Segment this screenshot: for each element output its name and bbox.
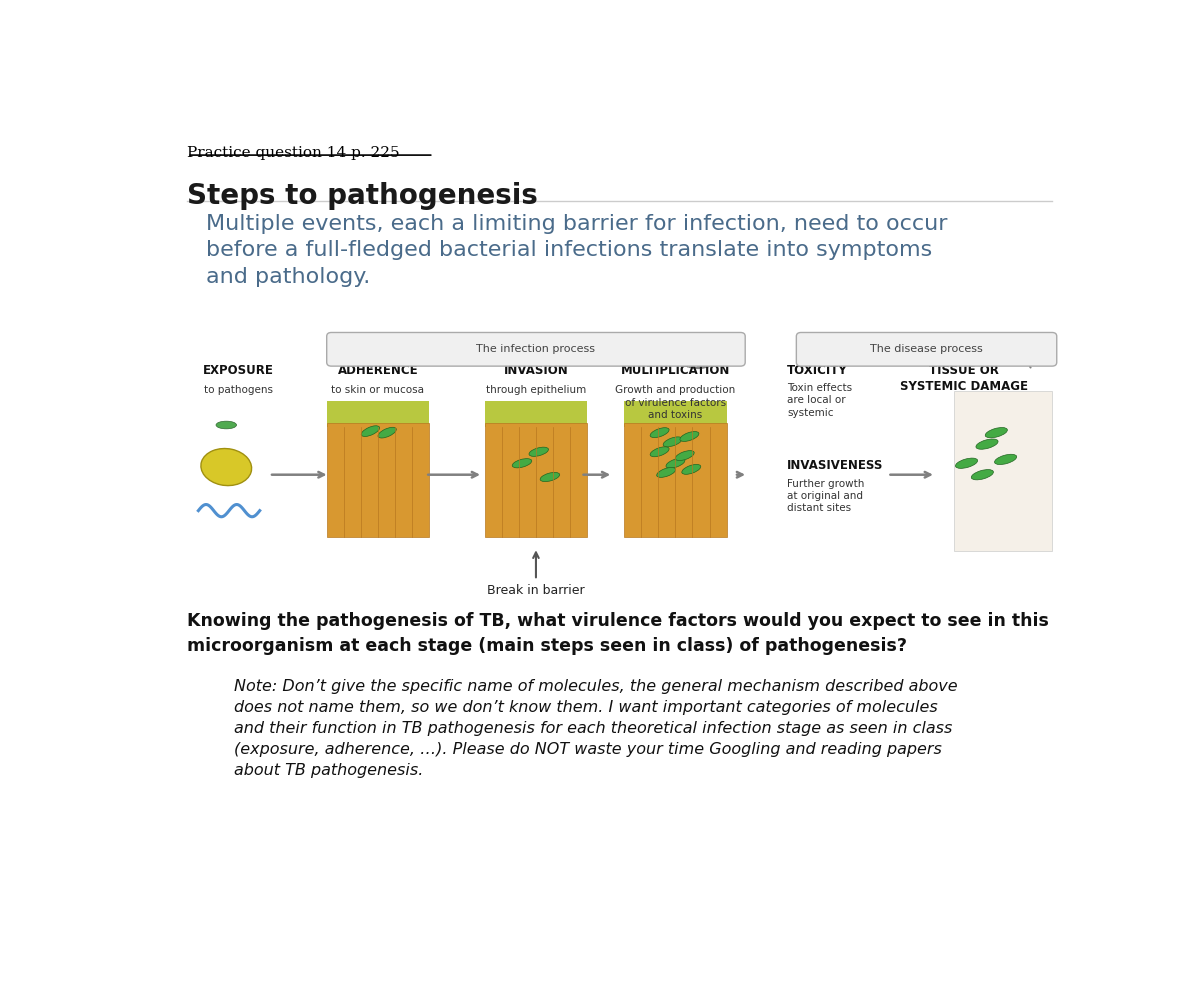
- Bar: [624, 401, 726, 427]
- FancyBboxPatch shape: [797, 333, 1057, 366]
- Text: Further growth
at original and
distant sites: Further growth at original and distant s…: [787, 479, 864, 513]
- Ellipse shape: [666, 459, 685, 468]
- Text: Multiple events, each a limiting barrier for infection, need to occur
before a f: Multiple events, each a limiting barrier…: [206, 213, 947, 287]
- Ellipse shape: [680, 432, 698, 442]
- Ellipse shape: [656, 468, 676, 478]
- Ellipse shape: [676, 451, 695, 461]
- Bar: [954, 390, 1052, 551]
- Ellipse shape: [200, 449, 252, 486]
- Ellipse shape: [378, 427, 396, 438]
- Ellipse shape: [512, 459, 532, 468]
- Bar: [485, 401, 587, 427]
- Ellipse shape: [216, 421, 236, 429]
- Ellipse shape: [529, 447, 548, 457]
- FancyBboxPatch shape: [326, 333, 745, 366]
- Text: Break in barrier: Break in barrier: [487, 584, 584, 597]
- Ellipse shape: [361, 426, 379, 437]
- Text: ADHERENCE: ADHERENCE: [337, 363, 418, 376]
- Ellipse shape: [650, 428, 670, 438]
- Ellipse shape: [650, 447, 670, 457]
- Text: to skin or mucosa: to skin or mucosa: [331, 385, 425, 395]
- Text: MULTIPLICATION: MULTIPLICATION: [620, 363, 730, 376]
- Text: INVASION: INVASION: [504, 363, 569, 376]
- Text: EXPOSURE: EXPOSURE: [203, 363, 274, 376]
- Ellipse shape: [540, 473, 559, 482]
- Ellipse shape: [976, 439, 998, 449]
- Bar: [624, 423, 726, 537]
- Ellipse shape: [995, 454, 1016, 465]
- Text: Practice question 14 p. 225: Practice question 14 p. 225: [187, 146, 400, 160]
- Text: to pathogens: to pathogens: [204, 385, 272, 395]
- Text: Growth and production
of virulence factors
and toxins: Growth and production of virulence facto…: [616, 385, 736, 420]
- Ellipse shape: [682, 465, 701, 475]
- Text: Note: Don’t give the specific name of molecules, the general mechanism described: Note: Don’t give the specific name of mo…: [234, 679, 958, 778]
- Ellipse shape: [664, 437, 682, 447]
- Bar: [485, 423, 587, 537]
- Text: Steps to pathogenesis: Steps to pathogenesis: [187, 182, 538, 210]
- Text: Toxin effects
are local or
systemic: Toxin effects are local or systemic: [787, 383, 852, 418]
- Text: TISSUE OR
SYSTEMIC DAMAGE: TISSUE OR SYSTEMIC DAMAGE: [900, 363, 1027, 393]
- Text: Knowing the pathogenesis of TB, what virulence factors would you expect to see i: Knowing the pathogenesis of TB, what vir…: [187, 613, 1049, 655]
- Text: TOXICITY: TOXICITY: [787, 363, 848, 376]
- Text: The disease process: The disease process: [870, 345, 983, 355]
- Ellipse shape: [985, 428, 1007, 438]
- Text: through epithelium: through epithelium: [486, 385, 586, 395]
- Bar: [326, 423, 430, 537]
- Ellipse shape: [971, 470, 994, 480]
- Text: INVASIVENESS: INVASIVENESS: [787, 460, 883, 473]
- Ellipse shape: [955, 458, 978, 469]
- Text: The infection process: The infection process: [476, 345, 595, 355]
- Bar: [326, 401, 430, 427]
